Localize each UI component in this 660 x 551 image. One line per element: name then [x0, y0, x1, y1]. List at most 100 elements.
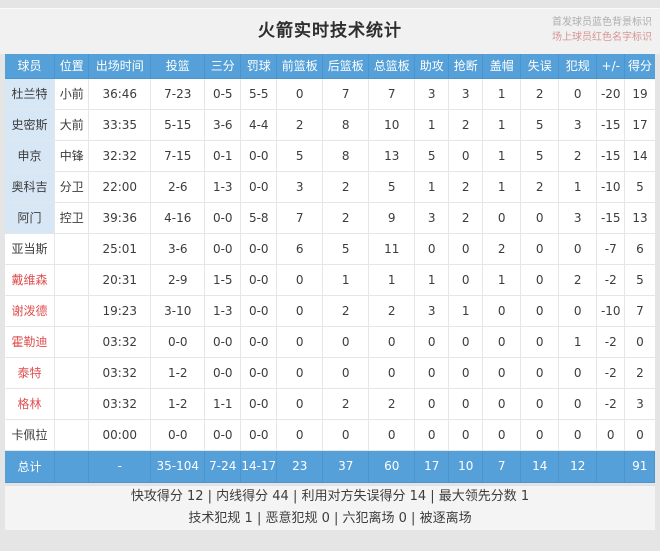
stat-cell: 2 — [448, 109, 484, 141]
stat-cell: 1 — [558, 326, 598, 358]
player-row: 史密斯 大前 33:35 5-15 3-6 4-4 2 8 10 1 2 1 5 3 -15 17 — [4, 109, 655, 141]
total-stat-cell: 14 — [520, 450, 560, 483]
stat-cell: 2 — [368, 388, 416, 420]
stat-cell: 03:32 — [88, 388, 152, 420]
player-name-cell: 杜兰特 — [4, 78, 56, 110]
stat-cell: 5 — [276, 140, 324, 172]
stat-cell: 3 — [448, 78, 484, 110]
stat-cell: 1-5 — [204, 264, 242, 296]
stat-cell: 3 — [414, 202, 450, 234]
stat-cell: 33:35 — [88, 109, 152, 141]
stat-cell: 0-0 — [240, 140, 278, 172]
stat-cell: 11 — [368, 233, 416, 265]
stat-cell: 0 — [276, 295, 324, 327]
stat-cell: 6 — [276, 233, 324, 265]
stat-cell: 3 — [624, 388, 655, 420]
column-header: 位置 — [54, 54, 90, 79]
stat-cell: 0-1 — [204, 140, 242, 172]
stat-cell: 7-15 — [150, 140, 206, 172]
stat-cell: 2 — [624, 357, 655, 389]
stat-cell: 0-0 — [204, 326, 242, 358]
stat-cell: 0-0 — [150, 326, 206, 358]
column-header: 盖帽 — [482, 54, 522, 79]
stat-cell: 控卫 — [54, 202, 90, 234]
player-name-cell: 奥科吉 — [4, 171, 56, 203]
stat-cell: -2 — [596, 264, 626, 296]
stat-cell: 1 — [368, 264, 416, 296]
stat-cell: 0 — [520, 388, 560, 420]
total-stat-cell: 10 — [448, 450, 484, 483]
player-row: 杜兰特 小前 36:46 7-23 0-5 5-5 0 7 7 3 3 1 2 0 -20 19 — [4, 78, 655, 110]
total-stat-cell: 12 — [558, 450, 598, 483]
stat-cell: 3-6 — [150, 233, 206, 265]
stat-cell: 5 — [624, 264, 655, 296]
stat-cell: 0 — [596, 419, 626, 451]
player-name-cell: 谢泼德 — [4, 295, 56, 327]
stat-cell: 2 — [322, 295, 370, 327]
stat-cell: 分卫 — [54, 171, 90, 203]
column-header: 总篮板 — [368, 54, 416, 79]
stat-cell: 0 — [448, 357, 484, 389]
stat-cell: -10 — [596, 295, 626, 327]
column-header: 罚球 — [240, 54, 278, 79]
stat-cell: 1 — [482, 140, 522, 172]
legend: 首发球员蓝色背景标识 场上球员红色名字标识 — [552, 15, 652, 45]
stat-cell: 1 — [414, 171, 450, 203]
player-row: 泰特 03:32 1-2 0-0 0-0 0 0 0 0 0 0 0 0 -2 2 — [4, 357, 655, 389]
stat-cell: -15 — [596, 109, 626, 141]
stat-cell: 5 — [624, 171, 655, 203]
player-name-cell: 卡佩拉 — [4, 419, 56, 451]
stat-cell — [54, 233, 90, 265]
stat-cell: 0-0 — [204, 357, 242, 389]
stat-cell: 5 — [414, 140, 450, 172]
stat-cell: 1 — [482, 78, 522, 110]
stat-cell: 小前 — [54, 78, 90, 110]
column-header: 球员 — [4, 54, 56, 79]
stat-cell: 0 — [368, 357, 416, 389]
column-header: 三分 — [204, 54, 242, 79]
stat-cell: 2 — [448, 171, 484, 203]
column-header: 出场时间 — [88, 54, 152, 79]
stat-cell: 22:00 — [88, 171, 152, 203]
stat-cell: 0 — [558, 357, 598, 389]
stat-cell: 0 — [558, 388, 598, 420]
stat-cell: 0 — [558, 419, 598, 451]
column-header: 抢断 — [448, 54, 484, 79]
total-stat-cell: 35-104 — [150, 450, 206, 483]
stat-cell: 2 — [368, 295, 416, 327]
stat-cell: 0 — [482, 388, 522, 420]
stat-cell: 0 — [482, 326, 522, 358]
stat-cell: 7 — [276, 202, 324, 234]
stat-cell: 03:32 — [88, 326, 152, 358]
stat-cell: 0 — [368, 419, 416, 451]
stat-cell: 0 — [482, 357, 522, 389]
player-row: 奥科吉 分卫 22:00 2-6 1-3 0-0 3 2 5 1 2 1 2 1 -10 5 — [4, 171, 655, 203]
stat-cell: 0 — [448, 233, 484, 265]
stat-cell: 8 — [322, 140, 370, 172]
column-header: 后篮板 — [322, 54, 370, 79]
stat-cell: 3-6 — [204, 109, 242, 141]
stat-cell: 0-0 — [240, 326, 278, 358]
stat-cell: 0 — [482, 202, 522, 234]
summary-footer: 快攻得分 12 | 内线得分 44 | 利用对方失误得分 14 | 最大领先分数… — [5, 484, 655, 530]
stat-cell: 0 — [322, 326, 370, 358]
player-name-cell: 格林 — [4, 388, 56, 420]
stat-cell: 0 — [276, 264, 324, 296]
stat-cell: 2 — [520, 171, 560, 203]
stat-cell: 2 — [448, 202, 484, 234]
column-header: 前篮板 — [276, 54, 324, 79]
stat-cell: 7 — [322, 78, 370, 110]
stat-cell: 1 — [558, 171, 598, 203]
stat-cell: 4-4 — [240, 109, 278, 141]
title-bar: 火箭实时技术统计 首发球员蓝色背景标识 场上球员红色名字标识 — [0, 8, 660, 54]
player-name-cell: 戴维森 — [4, 264, 56, 296]
stat-cell: 6 — [624, 233, 655, 265]
stat-cell: 1 — [482, 109, 522, 141]
stat-cell: 03:32 — [88, 357, 152, 389]
stat-cell: 3 — [414, 295, 450, 327]
stat-cell: 0 — [276, 78, 324, 110]
stat-cell: 2 — [520, 78, 560, 110]
stat-cell: 1-1 — [204, 388, 242, 420]
stat-cell: 0-0 — [204, 202, 242, 234]
stat-cell: 0 — [414, 326, 450, 358]
